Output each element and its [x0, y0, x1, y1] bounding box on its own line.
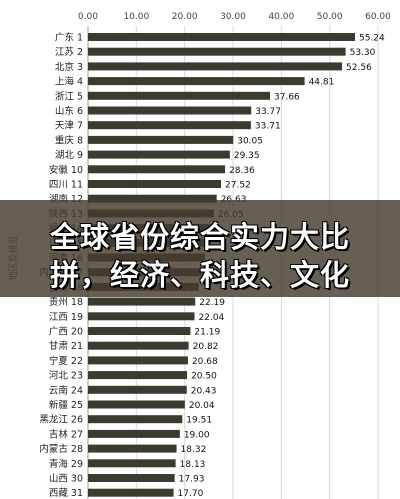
value-label: 19.51	[186, 416, 212, 426]
category-label: 北京 3	[55, 61, 83, 73]
category-label: 黑龙江 26	[39, 414, 83, 426]
category-label: 湖北 9	[55, 150, 83, 161]
category-label: 西藏 31	[49, 487, 83, 499]
value-label: 21.19	[194, 328, 220, 338]
bar	[88, 297, 196, 306]
value-label: 17.70	[178, 489, 204, 499]
bar	[88, 62, 343, 71]
bar	[88, 77, 305, 86]
bar	[88, 459, 176, 468]
category-label: 河北 23	[49, 370, 83, 382]
category-label: 天津 7	[55, 121, 83, 132]
value-label: 52.56	[346, 63, 372, 73]
category-label: 甘肃 21	[49, 340, 83, 352]
category-label: 江西 19	[49, 312, 83, 323]
category-label: 江苏 2	[55, 46, 83, 58]
value-label: 44.81	[309, 78, 335, 88]
title-overlay-band	[0, 200, 400, 297]
value-label: 30.05	[237, 136, 263, 146]
bar	[88, 444, 177, 453]
bar	[88, 47, 346, 56]
category-label: 内蒙古 28	[39, 443, 83, 455]
bar	[88, 488, 174, 497]
category-label: 重庆 8	[55, 134, 83, 146]
x-tick-label: 10.00	[123, 12, 149, 22]
category-label: 贵州 18	[49, 296, 83, 308]
value-label: 53.30	[350, 48, 376, 58]
value-label: 33.71	[255, 122, 281, 132]
value-label: 27.52	[225, 181, 251, 191]
category-label: 安徽 10	[49, 164, 83, 176]
value-label: 29.35	[234, 151, 260, 161]
category-label: 四川 11	[49, 180, 83, 191]
bar	[88, 371, 188, 380]
value-label: 55.24	[359, 34, 385, 44]
bar	[88, 165, 226, 174]
value-label: 33.77	[255, 107, 281, 117]
bar	[88, 106, 252, 115]
x-tick-label: 30.00	[220, 12, 246, 22]
x-tick-label: 60.00	[365, 12, 391, 22]
category-label: 山东 6	[55, 105, 83, 117]
bar	[88, 194, 217, 203]
value-label: 17.93	[179, 475, 205, 485]
value-label: 18.13	[180, 460, 206, 470]
category-label: 上海 4	[55, 76, 83, 88]
value-label: 22.19	[199, 298, 225, 308]
bar	[88, 150, 230, 159]
category-label: 新疆 25	[49, 399, 83, 411]
bar	[88, 356, 188, 365]
category-label: 云南 24	[49, 384, 83, 396]
value-label: 20.82	[193, 342, 219, 352]
category-label: 广东 1	[55, 32, 83, 44]
bar	[88, 312, 195, 321]
bar	[88, 91, 271, 100]
bar	[88, 429, 180, 438]
bar	[88, 33, 355, 41]
value-label: 22.04	[199, 313, 225, 323]
bar	[88, 341, 189, 350]
bar	[88, 121, 251, 130]
bar	[88, 400, 185, 409]
x-tick-label: 0.00	[78, 12, 98, 22]
value-label: 18.32	[181, 445, 207, 455]
bar	[88, 327, 191, 335]
category-label: 宁夏 22	[49, 355, 83, 367]
overlay-title-line-2: 拼，经济、科技、文化	[49, 258, 350, 292]
bar	[88, 180, 222, 188]
category-label: 浙江 5	[55, 90, 83, 102]
category-label: 吉林 27	[49, 428, 83, 440]
x-tick-label: 50.00	[317, 12, 343, 22]
category-label: 青海 29	[49, 458, 83, 470]
value-label: 37.66	[274, 92, 300, 102]
value-label: 19.00	[184, 430, 210, 440]
bar	[88, 415, 183, 424]
value-label: 20.04	[189, 401, 215, 411]
x-tick-label: 40.00	[268, 12, 294, 22]
bar	[88, 385, 187, 394]
bar	[88, 135, 234, 144]
overlay-title-line-1: 全球省份综合实力大比	[49, 220, 350, 254]
bar	[88, 474, 175, 482]
value-label: 20.50	[191, 372, 217, 382]
value-label: 28.36	[229, 166, 255, 176]
x-tick-label: 20.00	[172, 12, 198, 22]
value-label: 20.68	[192, 357, 218, 367]
value-label: 20.43	[191, 386, 217, 396]
category-label: 山西 30	[49, 474, 83, 485]
category-label: 广西 20	[49, 326, 83, 338]
